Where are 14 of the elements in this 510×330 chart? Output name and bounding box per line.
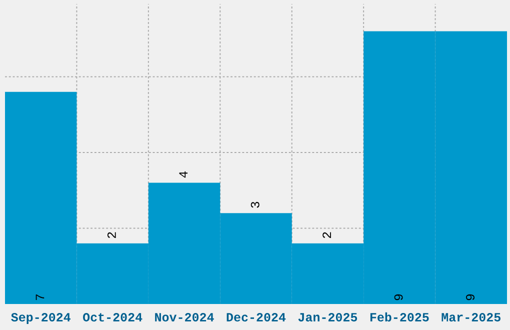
x-tick-label: Sep-2024 <box>11 313 70 324</box>
data-label: 2 <box>322 232 331 238</box>
x-tick-label: Feb-2025 <box>370 312 429 322</box>
x-tick-label: Mar-2025 <box>442 313 500 322</box>
x-tick-label: Jan-2025 <box>298 313 358 322</box>
data-label: 9 <box>466 294 474 300</box>
x-tick-label: Dec-2024 <box>226 313 286 322</box>
x-tick-label: Oct-2024 <box>83 313 142 322</box>
data-label: 2 <box>107 232 116 238</box>
data-label: 4 <box>179 171 188 178</box>
data-label: 7 <box>36 294 44 300</box>
x-tick-label: Nov-2024 <box>155 313 214 322</box>
data-label: 9 <box>394 294 403 300</box>
data-label: 3 <box>250 202 260 208</box>
